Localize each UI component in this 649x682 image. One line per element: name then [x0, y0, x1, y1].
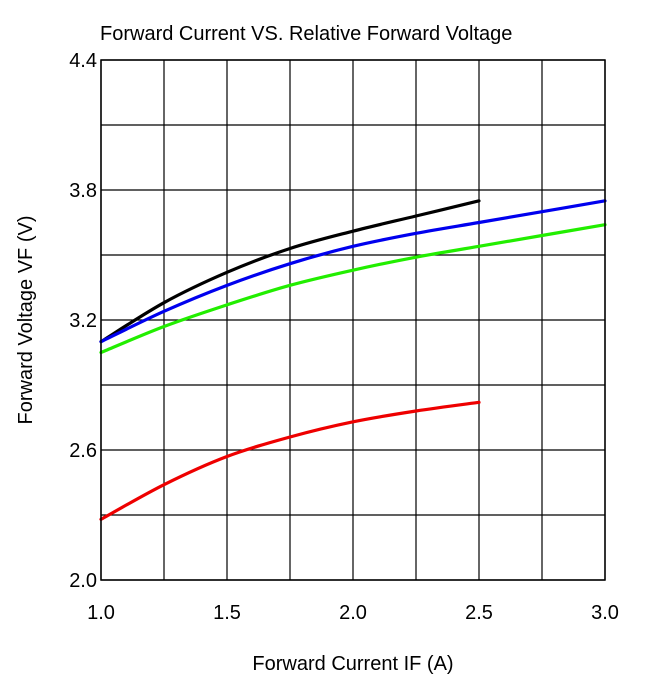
series-line-2: [99, 199, 607, 344]
plot-frame: [100, 59, 606, 581]
y-tick-label: 2.0: [69, 570, 97, 592]
series-line-4: [99, 400, 481, 521]
y-tick-label: 2.6: [69, 440, 97, 462]
tick-labels: 1.0 1.5 2.0 2.5 3.0 2.0 2.6 3.2 3.8 4.4: [69, 50, 619, 624]
y-tick-label: 3.2: [69, 310, 97, 332]
x-tick-label: 1.5: [213, 602, 241, 624]
y-tick-label: 4.4: [69, 50, 97, 72]
y-tick-label: 3.8: [69, 180, 97, 202]
x-tick-label: 3.0: [591, 602, 619, 624]
x-tick-label: 2.0: [339, 602, 367, 624]
x-tick-label: 2.5: [465, 602, 493, 624]
series-line-1: [99, 199, 481, 344]
grid: [100, 59, 606, 581]
chart-title: Forward Current VS. Relative Forward Vol…: [100, 23, 512, 45]
y-axis-label: Forward Voltage VF (V): [15, 216, 37, 425]
series-lines: [99, 199, 607, 521]
x-axis-label: Forward Current IF (A): [252, 653, 453, 675]
series-line-3: [99, 223, 607, 355]
x-tick-label: 1.0: [87, 602, 115, 624]
